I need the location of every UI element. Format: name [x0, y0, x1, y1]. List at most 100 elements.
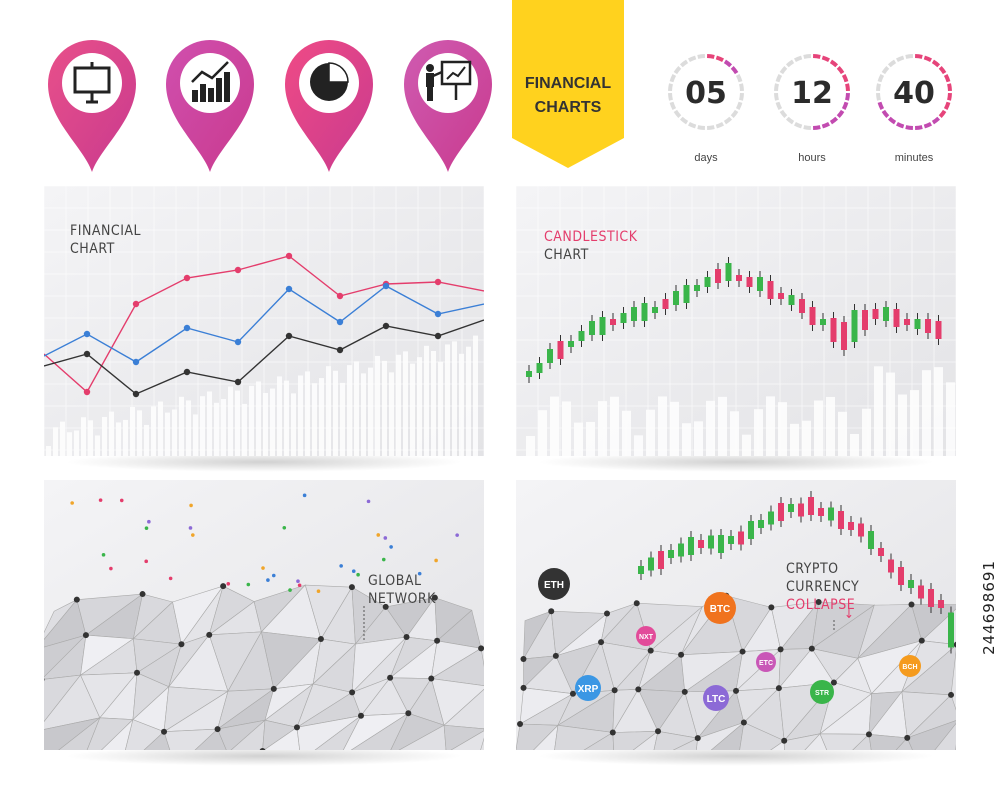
coin-nxt-badge: NXT	[636, 626, 656, 646]
financial-point	[382, 322, 390, 330]
network-node	[678, 651, 685, 658]
confetti-dot	[191, 533, 195, 537]
candle-body	[568, 341, 574, 347]
candle-body	[935, 321, 942, 339]
network-node	[259, 748, 266, 750]
candle-body	[678, 543, 684, 557]
confetti-dot	[297, 583, 302, 588]
timer-hours: 12 hours	[772, 52, 852, 164]
network-node	[220, 583, 227, 590]
svg-text:BTC: BTC	[710, 604, 731, 615]
network-node	[552, 652, 559, 659]
ribbon-title-line2: CHARTS	[534, 99, 602, 116]
countdown-ring-icon	[774, 54, 850, 130]
crypto-title-line2: CURRENCY	[786, 579, 860, 595]
financial-point	[83, 330, 91, 338]
candle-body	[872, 309, 879, 319]
confetti-dot	[351, 569, 356, 574]
network-node	[548, 608, 555, 615]
financial-point	[434, 278, 442, 286]
confetti-dot	[147, 519, 151, 524]
financial-point	[234, 378, 242, 386]
network-node	[82, 632, 89, 639]
candle-body	[698, 540, 704, 548]
candle-body	[938, 600, 944, 608]
candle-body	[631, 307, 637, 321]
confetti-dot	[302, 493, 307, 498]
confetti-dot	[376, 533, 381, 537]
svg-text:ETH: ETH	[544, 580, 564, 591]
financial-line-1	[44, 285, 484, 363]
coin-etc-badge: ETC	[756, 652, 776, 672]
financial-point	[83, 350, 91, 358]
timer-days-value: 05	[685, 76, 727, 111]
candle-body	[928, 589, 934, 607]
timer-minutes: 40 minutes	[874, 52, 954, 164]
confetti-dot	[144, 559, 149, 564]
financial-point	[382, 282, 390, 290]
global-network-panel: GLOBAL NETWORK	[44, 480, 484, 750]
network-node	[918, 637, 925, 644]
financial-point	[183, 274, 191, 282]
financial-point	[83, 388, 91, 396]
confetti-dot	[356, 572, 360, 577]
timer-days: 05 days	[666, 52, 746, 164]
candle-body	[767, 281, 774, 299]
candle-body	[778, 293, 784, 299]
crypto-title-line3: COLLAPSE	[786, 597, 856, 613]
candle-body	[758, 520, 764, 528]
presenter-board-icon	[426, 60, 472, 101]
candle-body	[694, 285, 700, 291]
coin-eth-badge: ETH	[538, 568, 570, 600]
candle-body	[828, 507, 834, 521]
candle-body	[715, 269, 721, 283]
network-node	[865, 731, 872, 738]
network-node	[633, 600, 640, 607]
network-node	[520, 655, 527, 662]
confetti-dot	[246, 582, 251, 587]
confetti-dot	[389, 545, 393, 549]
network-node	[317, 635, 324, 642]
network-node	[517, 721, 524, 728]
network-node	[953, 641, 956, 648]
financial-point	[434, 310, 442, 318]
panel-shadow	[536, 746, 936, 766]
network-node	[178, 641, 185, 648]
network-node	[358, 712, 365, 719]
network-node	[647, 647, 654, 654]
network-node	[740, 719, 747, 726]
confetti-dot	[271, 573, 276, 578]
financial-chart-panel: FINANCIAL CHART	[44, 186, 484, 456]
crypto-collapse-panel: ETH BTC NXT XRP LTC ETC STR BCH CRYPTO CURRENCY…	[516, 480, 956, 750]
network-node	[611, 687, 618, 694]
confetti-dot	[70, 501, 74, 505]
network-node	[293, 724, 300, 731]
financial-point	[285, 285, 293, 293]
network-node	[781, 737, 788, 744]
candle-body	[738, 531, 744, 545]
network-node	[569, 690, 576, 697]
network-node	[733, 687, 740, 694]
candle-body	[778, 503, 784, 521]
candle-body	[904, 319, 910, 325]
network-node	[739, 648, 746, 655]
confetti-dot	[366, 499, 371, 504]
svg-text:NXT: NXT	[639, 634, 654, 641]
confetti-dot	[226, 581, 231, 586]
candle-body	[662, 299, 669, 309]
confetti-dot	[266, 578, 270, 582]
coin-xrp-badge: XRP	[575, 675, 601, 701]
candle-body	[658, 551, 664, 569]
candle-body	[673, 291, 679, 305]
candle-body	[858, 523, 864, 537]
network-node	[635, 686, 642, 693]
candle-body	[526, 371, 532, 377]
confetti-dot	[434, 558, 438, 563]
network-node	[815, 598, 822, 605]
network-node	[403, 634, 410, 641]
network-node	[431, 594, 438, 601]
candle-body	[798, 503, 804, 517]
candle-body	[868, 531, 874, 549]
countdown-ring-icon	[876, 54, 952, 130]
confetti-dot	[261, 566, 265, 570]
